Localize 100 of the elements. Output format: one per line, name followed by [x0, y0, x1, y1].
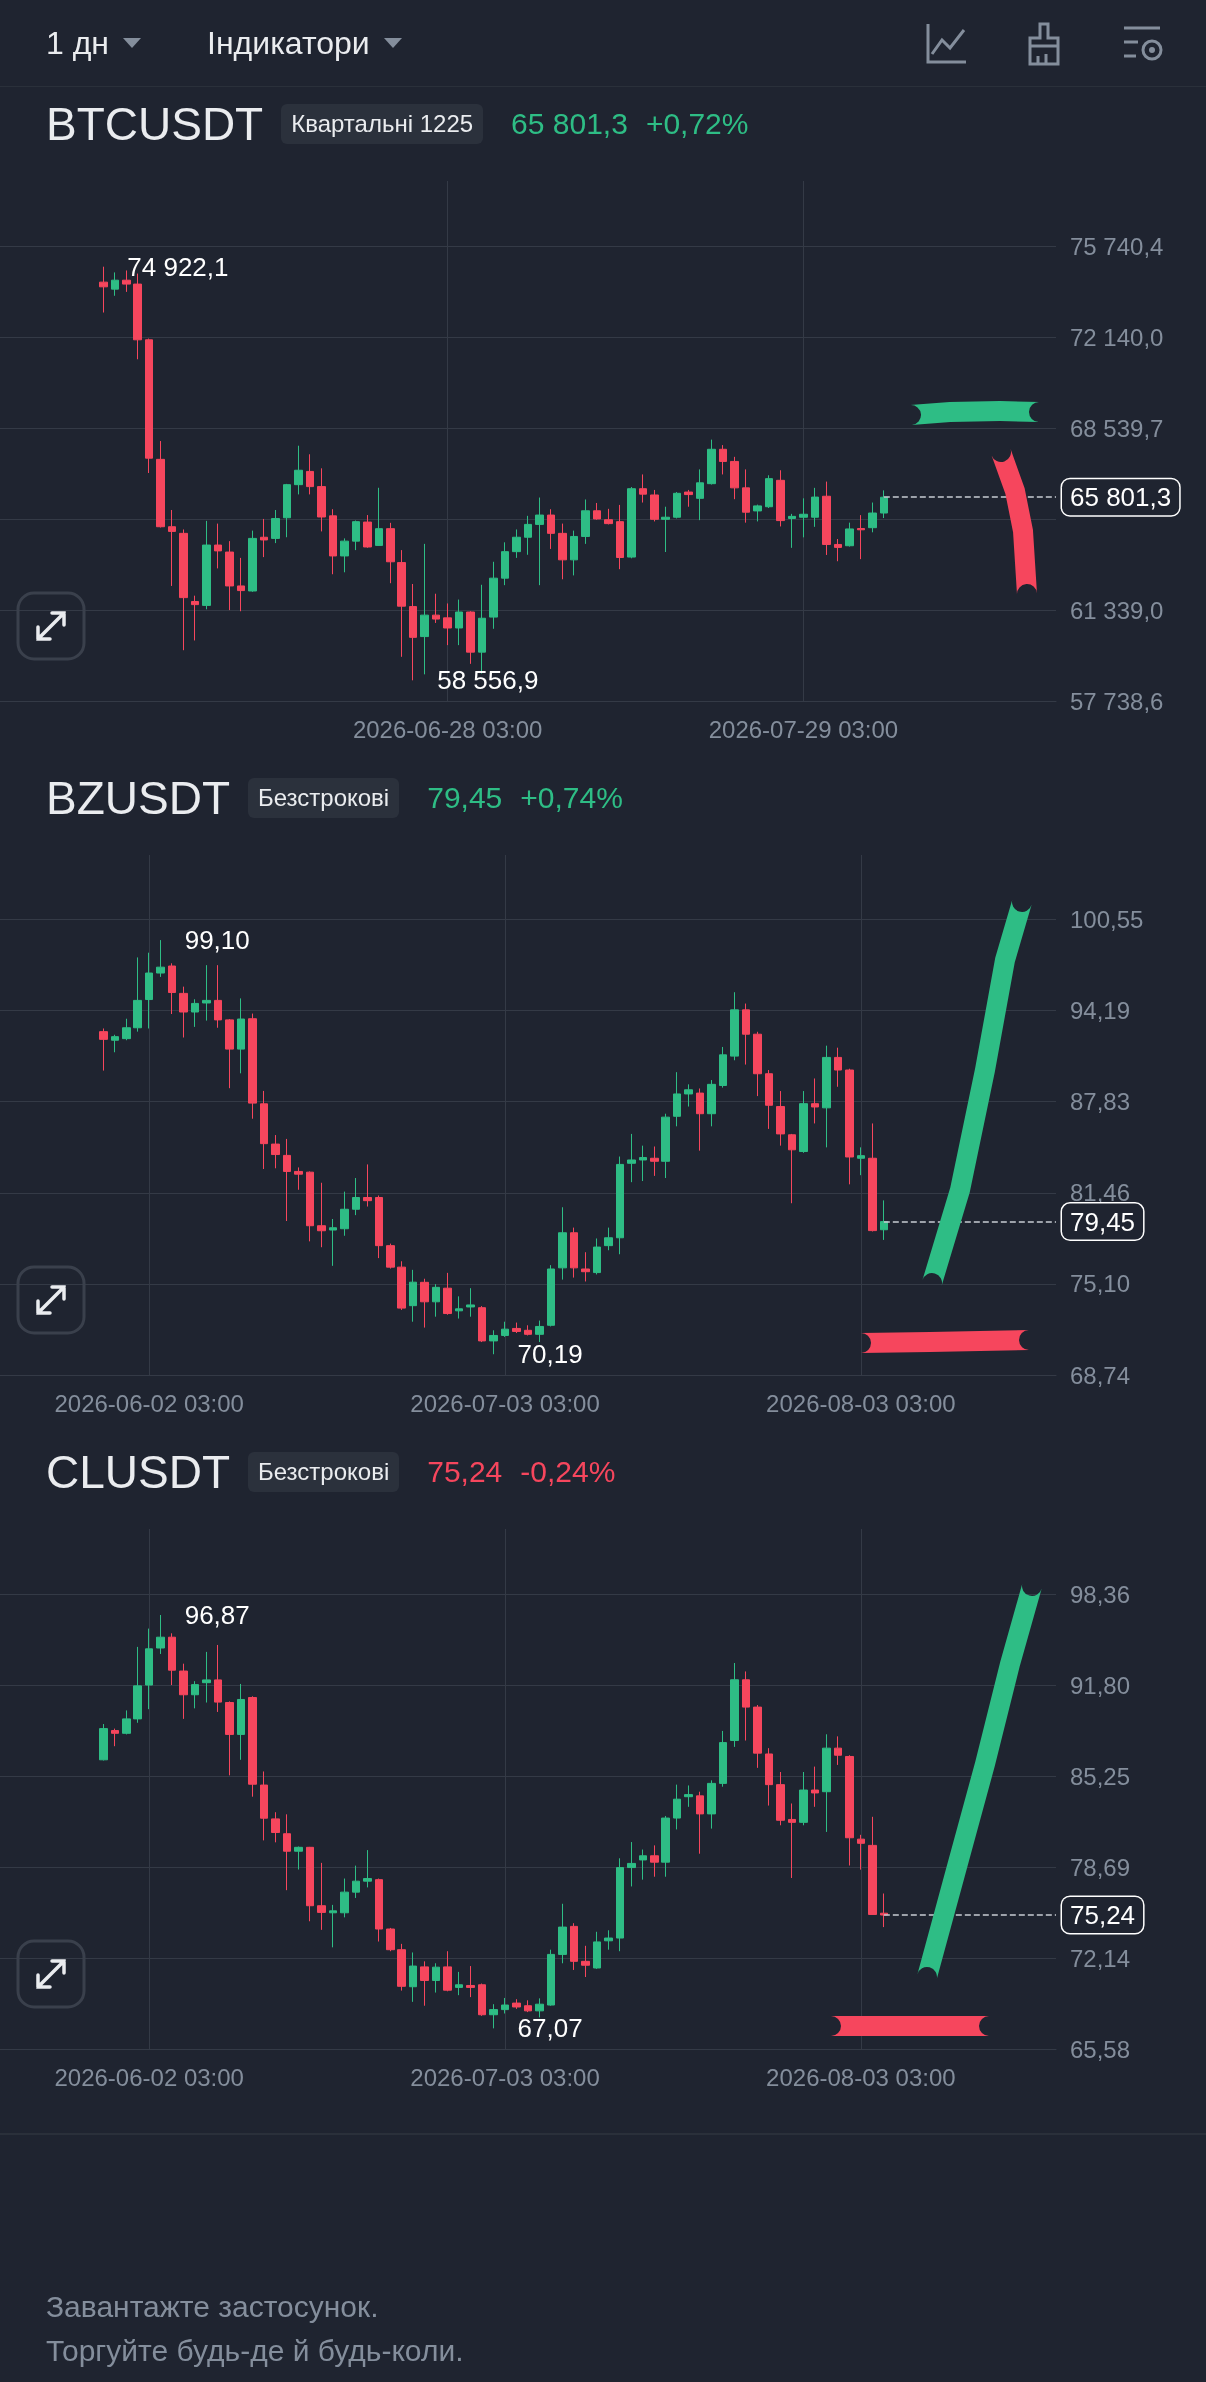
y-tick-label: 78,69	[1070, 1853, 1131, 1881]
candlestick	[340, 1878, 349, 1918]
candlestick	[742, 468, 750, 524]
candlestick	[593, 1931, 601, 1970]
candlestick	[627, 486, 636, 559]
candlestick	[283, 1813, 291, 1891]
y-tick-label: 94,19	[1070, 996, 1131, 1024]
candlestick	[524, 515, 532, 556]
candlestick	[742, 1003, 750, 1066]
candlestick	[547, 508, 555, 550]
annotation: 96,87	[184, 1600, 250, 1630]
text: 75,24	[427, 1455, 503, 1489]
candlestick	[512, 528, 521, 559]
candlestick	[616, 504, 624, 570]
candlestick	[822, 1045, 831, 1148]
candlestick	[616, 1857, 624, 1952]
candlestick	[386, 522, 395, 584]
candlestick	[145, 338, 153, 474]
candlestick	[202, 1651, 211, 1704]
y-tick-label: 87,83	[1070, 1088, 1131, 1116]
candlestick	[168, 962, 176, 1015]
candlestick	[340, 1191, 349, 1237]
candlestick	[340, 537, 349, 573]
candlestick	[248, 1013, 257, 1120]
ref-line-label: 65 801,3	[1070, 482, 1172, 513]
candlestick	[271, 1134, 280, 1169]
text: +0,74%	[520, 781, 623, 815]
candlestick	[156, 939, 165, 978]
candlestick	[684, 489, 693, 508]
candlestick	[661, 1113, 670, 1179]
y-tick-label: 68 539,7	[1070, 414, 1164, 442]
candlestick	[466, 1287, 475, 1318]
candlestick	[650, 1844, 659, 1878]
candlestick	[363, 1163, 372, 1208]
candlestick	[558, 523, 567, 580]
candlestick	[99, 266, 108, 314]
candlestick	[260, 1770, 268, 1841]
candlestick	[443, 1950, 452, 1992]
candlestick	[616, 1156, 624, 1255]
candlestick	[627, 1133, 636, 1183]
candlestick	[845, 1068, 854, 1185]
candlestick	[730, 456, 739, 500]
candlestick	[880, 1893, 888, 1928]
candlestick	[570, 530, 578, 576]
candlestick	[684, 1784, 693, 1808]
candlestick	[409, 1269, 417, 1323]
candlestick	[650, 489, 659, 522]
y-tick-label: 75 740,4	[1070, 232, 1164, 260]
candlestick	[753, 1031, 762, 1097]
candlestick	[191, 1680, 199, 1709]
candlestick	[593, 1237, 601, 1275]
candlestick	[111, 1034, 119, 1053]
candlestick	[661, 506, 670, 553]
candlestick	[156, 440, 165, 529]
text: 79,45	[427, 781, 503, 815]
candlestick	[99, 1723, 108, 1761]
candlestick	[363, 1849, 372, 1888]
candlestick	[535, 1997, 544, 2018]
annotation: 70,19	[517, 1339, 583, 1370]
annotation: 74 922,1	[127, 251, 229, 282]
candlestick	[329, 508, 337, 575]
chart-title: BZUSDT	[46, 771, 230, 825]
candlestick	[811, 1077, 819, 1124]
y-tick-label: 91,80	[1070, 1671, 1131, 1699]
candlestick	[730, 991, 739, 1061]
x-tick-label: 2026-08-03 03:00	[766, 1389, 956, 1417]
candlestick	[707, 1079, 716, 1127]
candlestick	[524, 1999, 532, 2013]
candlestick	[604, 1227, 613, 1251]
candlestick	[776, 1771, 785, 1826]
candlestick	[214, 1644, 222, 1713]
candlestick	[375, 1195, 383, 1259]
candlestick	[145, 952, 153, 1029]
candlestick	[880, 1199, 888, 1241]
candlestick	[317, 1862, 326, 1931]
candlestick	[168, 1632, 176, 1686]
chart-subtitle: Квартальні 1225	[281, 104, 484, 144]
candlestick	[99, 1027, 108, 1072]
candlestick	[788, 1133, 796, 1204]
candlestick	[168, 509, 176, 587]
candlestick	[397, 1943, 406, 1992]
candlestick	[283, 1138, 291, 1222]
candlestick	[443, 602, 452, 646]
candlestick	[880, 489, 888, 519]
text: Торгуйте будь-де й будь-коли.	[46, 2333, 465, 2369]
candlestick	[409, 583, 417, 681]
candlestick	[294, 1845, 303, 1871]
candlestick	[776, 469, 785, 527]
x-tick-label: 2026-06-02 03:00	[54, 2063, 244, 2091]
candlestick	[191, 998, 199, 1028]
candlestick	[834, 538, 842, 562]
candlestick	[466, 610, 475, 665]
candlestick	[707, 439, 716, 486]
candlestick	[455, 599, 463, 646]
candlestick	[145, 1628, 153, 1710]
text: -0,24%	[520, 1455, 616, 1489]
candlestick	[765, 1747, 773, 1807]
candlestick	[386, 1927, 395, 1952]
candlestick	[294, 1166, 303, 1191]
candlestick	[834, 1735, 842, 1766]
